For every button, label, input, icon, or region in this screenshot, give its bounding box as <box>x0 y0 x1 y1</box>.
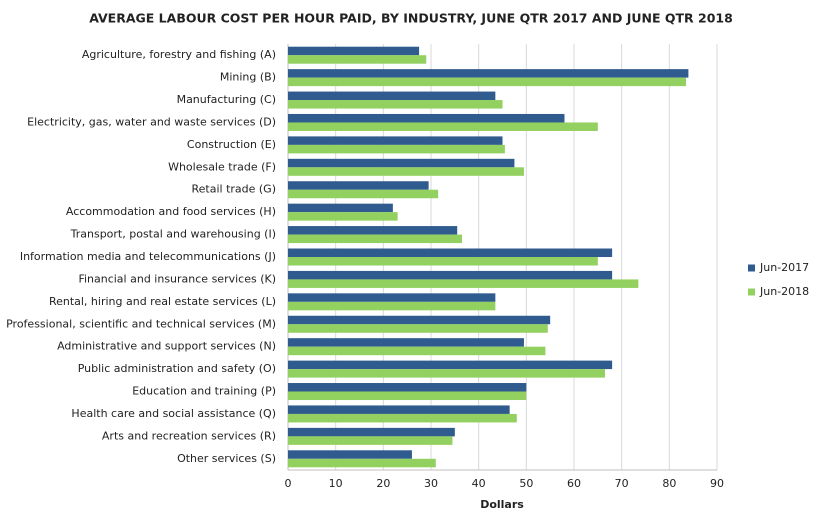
bar <box>288 257 598 266</box>
bar <box>288 136 503 145</box>
bar <box>288 369 605 378</box>
x-tick-label: 20 <box>376 477 390 490</box>
y-tick-label: Agriculture, forestry and fishing (A) <box>82 48 276 61</box>
bar <box>288 212 398 221</box>
bar <box>288 234 462 244</box>
y-tick-label: Rental, hiring and real estate services … <box>49 295 276 308</box>
y-tick-label: Accommodation and food services (H) <box>66 205 276 218</box>
bar <box>288 391 527 401</box>
y-tick-label: Other services (S) <box>177 452 276 465</box>
y-tick-label: Education and training (P) <box>132 385 276 398</box>
bar <box>288 167 524 176</box>
bar <box>288 113 565 123</box>
bar <box>288 55 427 64</box>
bar <box>288 122 598 131</box>
bar <box>288 189 439 199</box>
bar <box>288 181 429 190</box>
y-tick-label: Professional, scientific and technical s… <box>6 317 276 330</box>
bar <box>288 46 420 56</box>
bar <box>288 293 496 302</box>
x-tick-label: 30 <box>424 477 438 490</box>
chart-title: AVERAGE LABOUR COST PER HOUR PAID, BY IN… <box>89 11 733 26</box>
bar <box>288 324 548 333</box>
bar <box>288 346 546 356</box>
bar <box>288 301 496 311</box>
x-tick-label: 50 <box>519 477 533 490</box>
bar <box>288 91 496 101</box>
x-tick-label: 0 <box>285 477 292 490</box>
bar <box>288 279 639 288</box>
x-tick-label: 60 <box>567 477 581 490</box>
y-tick-label: Wholesale trade (F) <box>168 160 276 173</box>
bar <box>288 383 527 392</box>
bar <box>288 338 524 347</box>
bar <box>288 315 551 325</box>
x-tick-label: 40 <box>472 477 486 490</box>
bar <box>288 450 412 459</box>
y-tick-label: Administrative and support services (N) <box>57 340 276 353</box>
y-tick-label: Information media and telecommunications… <box>20 250 276 263</box>
bar <box>288 144 505 154</box>
y-tick-label: Mining (B) <box>220 71 276 84</box>
y-tick-label: Health care and social assistance (Q) <box>71 407 276 420</box>
bar <box>288 413 517 423</box>
bar <box>288 405 510 414</box>
x-tick-label: 70 <box>615 477 629 490</box>
legend-swatch <box>748 288 755 296</box>
x-axis-label: Dollars <box>480 498 524 511</box>
bar <box>288 360 613 370</box>
bar <box>288 77 687 87</box>
y-tick-label: Construction (E) <box>187 138 276 151</box>
bar <box>288 226 458 235</box>
bar <box>288 427 455 437</box>
y-tick-label: Transport, postal and warehousing (I) <box>70 228 276 241</box>
legend-label: Jun-2017 <box>759 261 809 274</box>
y-tick-label: Public administration and safety (O) <box>78 362 276 375</box>
legend-swatch <box>748 264 755 272</box>
bar <box>288 458 436 468</box>
y-tick-label: Financial and insurance services (K) <box>78 272 276 285</box>
bar <box>288 100 503 109</box>
y-tick-label: Electricity, gas, water and waste servic… <box>27 115 276 128</box>
x-tick-label: 10 <box>329 477 343 490</box>
bar <box>288 248 613 257</box>
bar <box>288 158 515 168</box>
bar <box>288 436 453 445</box>
x-tick-label: 90 <box>710 477 724 490</box>
y-tick-label: Retail trade (G) <box>191 183 276 196</box>
bar <box>288 203 393 213</box>
y-tick-label: Manufacturing (C) <box>177 93 276 106</box>
bar <box>288 270 613 280</box>
x-tick-label: 80 <box>662 477 676 490</box>
bar <box>288 69 689 78</box>
legend-label: Jun-2018 <box>759 285 809 298</box>
y-tick-label: Arts and recreation services (R) <box>102 429 276 442</box>
